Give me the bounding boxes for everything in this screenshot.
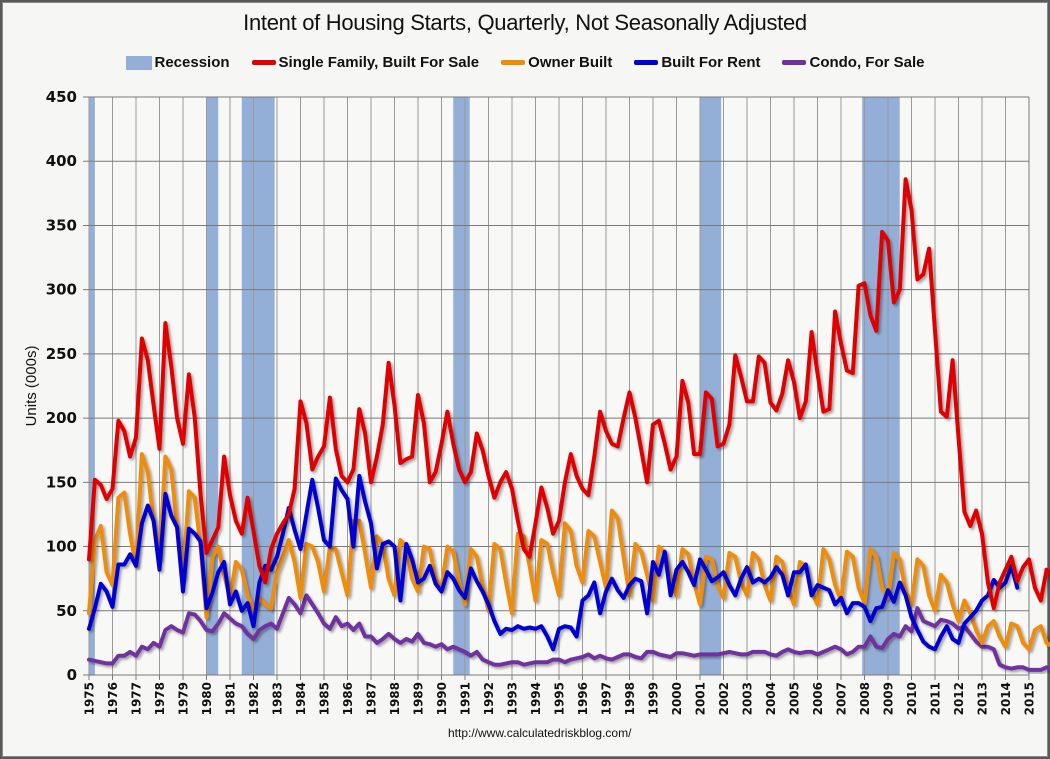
y-tick-label: 350 [46, 216, 77, 234]
legend-label: Single Family, Built For Sale [278, 54, 480, 71]
x-tick-label: 1999 [647, 682, 661, 715]
x-tick-label: 2013 [976, 682, 990, 715]
x-tick-label: 1977 [130, 682, 144, 715]
x-tick-label: 2014 [999, 682, 1013, 715]
x-tick-label: 1996 [576, 682, 590, 715]
x-tick-label: 2006 [811, 682, 825, 715]
x-tick-label: 1988 [388, 682, 402, 715]
legend-swatch-recession [125, 55, 152, 70]
y-tick-label: 400 [46, 152, 77, 170]
x-tick-label: 1994 [529, 682, 543, 715]
legend-label: Condo, For Sale [809, 54, 925, 71]
recession-band [89, 97, 95, 675]
x-tick-label: 1995 [553, 682, 567, 715]
y-tick-label: 250 [46, 345, 77, 363]
x-tick-label: 1979 [177, 682, 191, 715]
source-url: http://www.calculatedriskblog.com/ [448, 726, 632, 740]
x-tick-label: 1998 [623, 682, 637, 715]
x-tick-label: 2012 [952, 682, 966, 715]
legend-label: Owner Built [528, 54, 613, 71]
x-tick-label: 2001 [694, 682, 708, 715]
recession-band [206, 97, 219, 675]
x-tick-label: 2015 [1023, 682, 1037, 715]
series-line-single-family-built-for-sale [87, 177, 1050, 611]
series-lines [87, 177, 1050, 672]
y-tick-label: 0 [67, 666, 77, 684]
x-tick-label: 2003 [741, 682, 755, 715]
y-tick-label: 50 [56, 602, 77, 620]
x-tick-label: 2002 [717, 682, 731, 715]
x-tick-label: 2010 [905, 682, 919, 715]
y-tick-label: 450 [46, 88, 77, 106]
legend-swatch-single-family [251, 60, 276, 65]
recession-band [453, 97, 470, 675]
y-tick-label: 100 [46, 538, 77, 556]
legend-swatch-owner-built [501, 60, 526, 65]
chart-title: Intent of Housing Starts, Quarterly, Not… [243, 10, 807, 35]
recession-band [241, 97, 275, 675]
y-tick-label: 200 [46, 409, 77, 427]
x-tick-label: 1991 [459, 682, 473, 715]
legend-label: Built For Rent [661, 54, 761, 71]
x-tick-label: 1984 [294, 682, 308, 715]
y-tick-label: 150 [46, 473, 77, 491]
x-tick-label: 1980 [200, 682, 214, 715]
x-tick-label: 1983 [271, 682, 285, 715]
x-tick-label: 1997 [600, 682, 614, 715]
x-tick-label: 2000 [670, 682, 684, 715]
x-tick-label: 1989 [412, 682, 426, 715]
legend-item-built-for-rent: Built For Rent [634, 54, 760, 71]
recession-band [700, 97, 722, 675]
x-tick-label: 2004 [764, 682, 778, 715]
y-axis-label: Units (000s) [23, 346, 40, 427]
legend-swatch-built-for-rent [634, 60, 659, 65]
x-tick-label: 1975 [83, 682, 97, 715]
x-tick-label: 1978 [153, 682, 167, 715]
legend-label: Recession [154, 54, 230, 71]
legend-swatch-condo [782, 60, 807, 65]
axes: 0 50 100 150 200 250 300 350 400 450 1975 1976 1977 1… [46, 88, 1037, 715]
x-tick-label: 1987 [365, 682, 379, 715]
legend-item-single-family: Single Family, Built For Sale [251, 54, 480, 71]
legend-item-recession: Recession [125, 54, 230, 71]
y-tick-label: 300 [46, 281, 77, 299]
x-tick-label: 1981 [224, 682, 238, 715]
x-tick-label: 2008 [858, 682, 872, 715]
x-tick-label: 2011 [929, 682, 943, 715]
x-tick-label: 2005 [788, 682, 802, 715]
series-line-condo-for-sale [87, 593, 1050, 672]
gridlines [83, 96, 1030, 676]
x-tick-label: 2007 [835, 682, 849, 715]
x-tick-label: 1986 [341, 682, 355, 715]
series-line-built-for-rent [87, 473, 1020, 652]
x-tick-label: 1985 [318, 682, 332, 715]
x-tick-label: 2009 [882, 682, 896, 715]
x-tick-label: 1976 [106, 682, 120, 715]
legend-item-condo: Condo, For Sale [782, 54, 925, 71]
legend: Recession Single Family, Built For Sale … [0, 54, 1050, 71]
x-tick-label: 1990 [435, 682, 449, 715]
x-tick-label: 1993 [506, 682, 520, 715]
x-tick-label: 1992 [482, 682, 496, 715]
x-tick-label: 1982 [247, 682, 261, 715]
legend-item-owner-built: Owner Built [501, 54, 612, 71]
